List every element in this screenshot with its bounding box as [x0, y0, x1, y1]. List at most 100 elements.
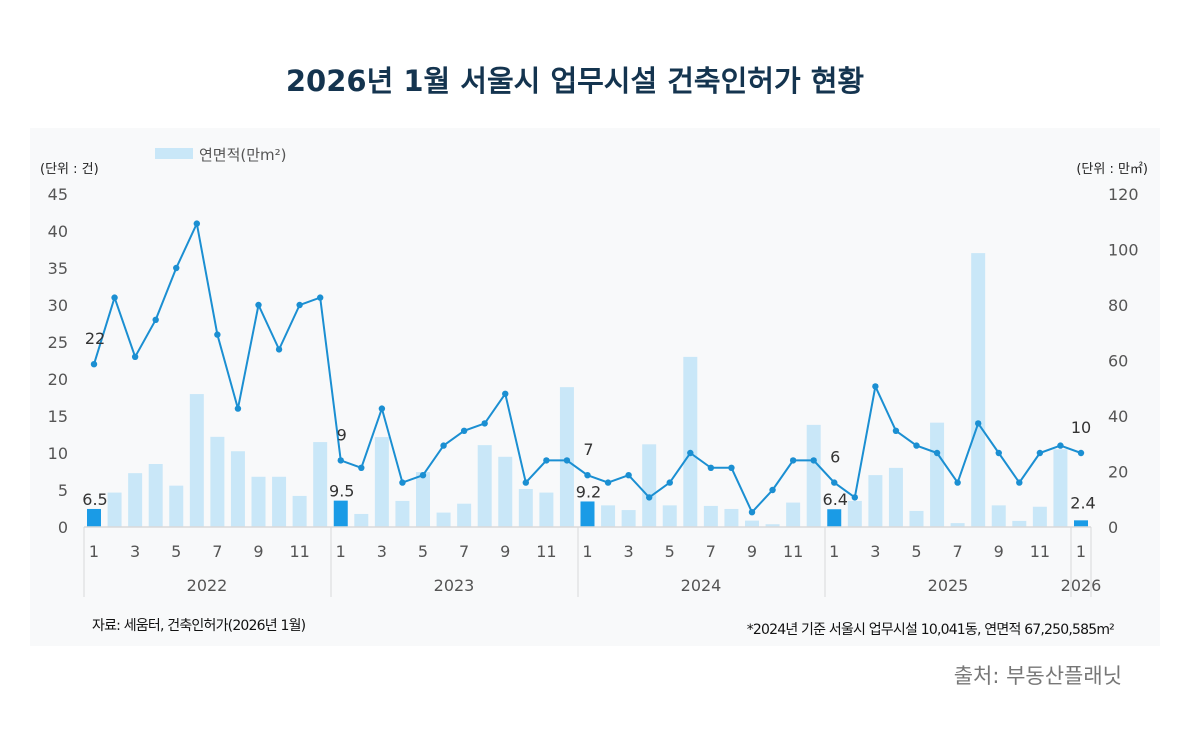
- bar-area: [87, 508, 101, 527]
- month-tick-label: 9: [500, 542, 510, 561]
- count-point: [687, 449, 694, 457]
- bar-area: [1053, 449, 1068, 527]
- bar-area: [847, 500, 862, 527]
- count-point: [707, 464, 715, 471]
- year-label: 2026: [1061, 576, 1102, 595]
- bar-area: [333, 500, 348, 527]
- line-data-label: 22: [85, 329, 105, 348]
- bar-area: [662, 505, 677, 527]
- count-point: [810, 457, 817, 464]
- bar-area: [909, 510, 924, 527]
- count-point: [193, 220, 201, 227]
- count-point: [481, 420, 488, 427]
- bar-area: [580, 501, 595, 527]
- month-tick-label: 11: [1030, 542, 1050, 561]
- count-point: [728, 464, 735, 471]
- count-point: [255, 301, 262, 309]
- count-point: [152, 316, 159, 323]
- bar-area: [354, 513, 369, 527]
- right-tick-label: 80: [1108, 296, 1128, 315]
- left-axis-title: (단위 : 건): [40, 162, 99, 177]
- bar-area: [518, 488, 533, 527]
- count-point: [913, 442, 920, 449]
- count-point: [872, 383, 879, 390]
- bar-area: [395, 500, 410, 527]
- month-tick-label: 9: [747, 542, 757, 561]
- bar-area: [210, 436, 225, 527]
- left-tick-label: 20: [48, 370, 68, 389]
- month-tick-label: 5: [665, 542, 675, 561]
- count-point: [851, 494, 859, 501]
- right-tick-label: 20: [1108, 463, 1128, 482]
- count-point: [460, 427, 468, 434]
- bar-area: [888, 467, 903, 527]
- bar-area: [559, 387, 574, 527]
- bar-area: [416, 472, 430, 527]
- data-source-note: 자료: 세움터, 건축인허가(2026년 1월): [92, 618, 306, 634]
- month-tick-label: 1: [89, 542, 99, 561]
- bar-data-label: 6.4: [823, 490, 848, 509]
- bar-area: [786, 502, 801, 527]
- bar-data-label: 9.5: [329, 482, 354, 501]
- count-point: [892, 427, 900, 434]
- count-point: [974, 420, 982, 427]
- count-point: [789, 457, 797, 464]
- bar-area: [107, 492, 122, 527]
- bar-area: [868, 475, 883, 527]
- bar-area: [930, 422, 945, 527]
- legend-label: 연면적(만m²): [199, 146, 287, 164]
- count-point: [173, 264, 180, 272]
- source-credit: 출처: 부동산플래닛: [953, 664, 1122, 688]
- left-tick-label: 40: [48, 222, 68, 241]
- bar-area: [230, 451, 245, 527]
- bar-data-label: 6.5: [82, 490, 107, 509]
- left-tick-label: 25: [48, 333, 68, 352]
- count-point: [604, 479, 612, 486]
- year-label: 2022: [187, 576, 228, 595]
- count-point: [131, 353, 139, 360]
- count-point: [440, 442, 447, 449]
- count-point: [399, 479, 406, 486]
- bar-area: [703, 505, 718, 527]
- count-point: [358, 464, 365, 471]
- count-point: [1077, 449, 1085, 457]
- count-point: [522, 479, 530, 486]
- bar-area: [683, 356, 698, 527]
- month-tick-label: 5: [171, 542, 181, 561]
- line-data-label: 10: [1071, 418, 1091, 437]
- count-point: [995, 449, 1002, 457]
- count-point: [111, 294, 118, 301]
- chart-title: 2026년 1월 서울시 업무시설 건축인허가 현황: [285, 64, 865, 98]
- month-tick-label: 1: [336, 542, 346, 561]
- bar-data-label: 9.2: [576, 482, 601, 501]
- line-data-label: 7: [583, 440, 593, 459]
- bar-area: [148, 464, 163, 527]
- count-point: [666, 479, 673, 486]
- count-point: [337, 457, 344, 464]
- right-tick-label: 0: [1108, 518, 1118, 537]
- year-label: 2025: [928, 576, 969, 595]
- left-tick-label: 15: [48, 407, 68, 426]
- bar-area: [745, 520, 759, 527]
- month-tick-label: 11: [289, 542, 309, 561]
- month-tick-label: 9: [253, 542, 263, 561]
- left-tick-label: 5: [58, 481, 68, 500]
- count-point: [584, 472, 591, 479]
- year-label: 2024: [681, 576, 722, 595]
- month-tick-label: 3: [624, 542, 634, 561]
- count-point: [502, 390, 509, 397]
- count-point: [90, 361, 98, 368]
- count-point: [1016, 479, 1023, 486]
- month-tick-label: 1: [1076, 542, 1086, 561]
- count-point: [831, 479, 838, 486]
- right-tick-label: 60: [1108, 352, 1128, 371]
- count-point: [1036, 449, 1044, 457]
- month-tick-label: 1: [582, 542, 592, 561]
- bar-area: [827, 509, 842, 527]
- bar-area: [601, 505, 616, 527]
- bar-area: [272, 476, 287, 527]
- count-point: [645, 494, 653, 501]
- bar-area: [477, 445, 492, 527]
- right-tick-label: 120: [1108, 185, 1139, 204]
- bar-area: [1032, 506, 1047, 527]
